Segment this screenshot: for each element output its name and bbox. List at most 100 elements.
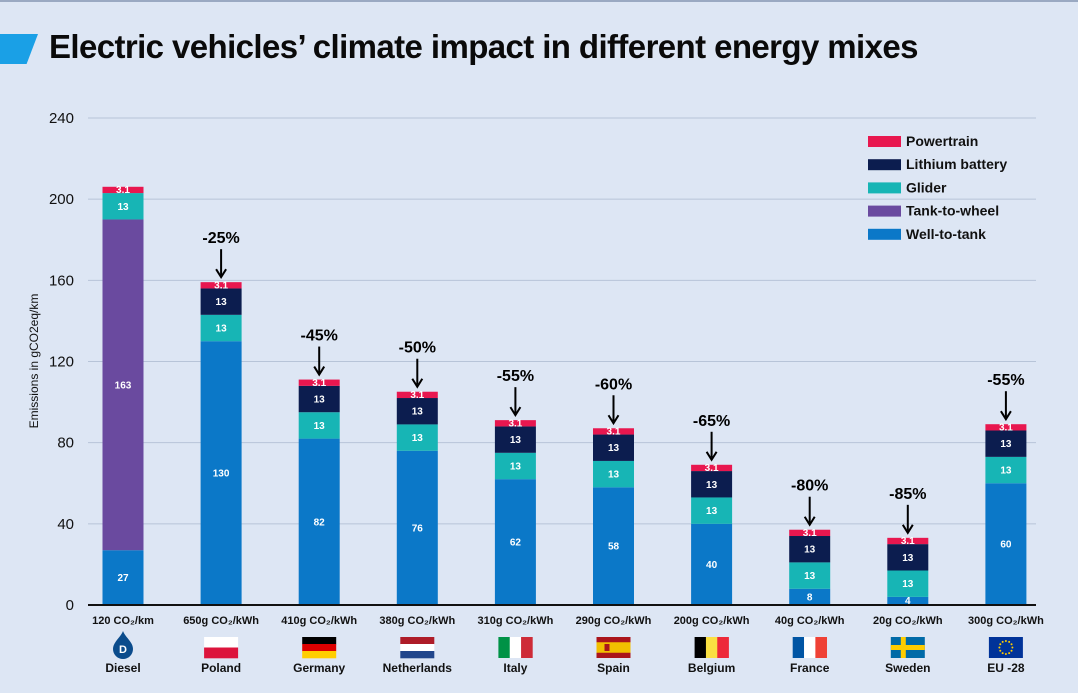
france-flag-icon — [804, 637, 816, 658]
arrowhead-icon — [607, 414, 620, 426]
country-label: Belgium — [688, 661, 735, 675]
legend-swatch — [868, 205, 901, 217]
x-tick-label: 40g CO₂/kWh — [775, 615, 845, 627]
reduction-annotation: -80% — [791, 478, 828, 495]
germany-flag-icon — [302, 651, 337, 659]
data-label: 82 — [314, 517, 326, 528]
reduction-annotation: -60% — [595, 376, 632, 393]
data-label: 3.1 — [410, 390, 424, 401]
data-label: 13 — [216, 297, 228, 308]
legend-label: Well-to-tank — [906, 226, 986, 242]
data-label: 130 — [213, 469, 230, 480]
country-label: Diesel — [105, 661, 140, 675]
arrowhead-icon — [901, 524, 914, 535]
arrowhead-icon — [313, 366, 326, 377]
italy-flag-icon — [509, 637, 522, 658]
data-label: 13 — [706, 506, 718, 517]
legend-label: Glider — [906, 179, 947, 195]
country-label: Netherlands — [383, 661, 453, 675]
netherlands-flag-icon — [400, 651, 435, 659]
reduction-annotation: -65% — [693, 413, 730, 430]
eu-star-icon — [1010, 649, 1013, 652]
poland-flag-icon — [204, 637, 239, 648]
country-label: Germany — [293, 661, 345, 675]
bar-segment-glider — [887, 570, 929, 597]
y-tick-label: 160 — [49, 272, 74, 289]
reduction-annotation: -55% — [987, 372, 1024, 389]
data-label: 13 — [412, 433, 424, 444]
reduction-annotation: -25% — [202, 230, 239, 247]
bar-segment-lithium-battery — [985, 430, 1027, 457]
netherlands-flag-icon — [400, 644, 435, 652]
data-label: 163 — [115, 380, 132, 391]
data-label: 13 — [804, 545, 816, 556]
italy-flag-icon — [498, 637, 511, 658]
eu-star-icon — [998, 646, 1001, 649]
x-tick-label: 380g CO₂/kWh — [379, 615, 455, 627]
spain-flag-icon — [604, 644, 610, 651]
data-label: 40 — [706, 560, 718, 571]
eu-star-icon — [1001, 640, 1004, 643]
spain-flag-icon — [596, 642, 631, 653]
arrowhead-icon — [705, 451, 718, 462]
bar-segment-lithium-battery — [494, 426, 536, 453]
country-label: Sweden — [885, 661, 930, 675]
sweden-flag-icon — [890, 645, 925, 650]
germany-flag-icon — [302, 637, 337, 645]
poland-flag-icon — [204, 647, 239, 659]
belgium-flag-icon — [705, 637, 718, 658]
bar-segment-lithium-battery — [593, 434, 634, 461]
data-label: 3.1 — [803, 528, 817, 539]
x-tick-label: 300g CO₂/kWh — [968, 615, 1044, 627]
arrowhead-icon — [1000, 410, 1012, 422]
arrowhead-icon — [411, 378, 424, 389]
data-label: 3.1 — [214, 280, 228, 291]
france-flag-icon — [815, 637, 827, 658]
legend-swatch — [868, 159, 901, 171]
bar-segment-well-to-tank — [593, 487, 634, 605]
eu-flag-icon — [988, 637, 1023, 658]
bar-segment-glider — [298, 412, 340, 439]
bar-segment-glider — [789, 562, 831, 589]
bar-segment-lithium-battery — [887, 544, 929, 571]
legend-swatch — [868, 228, 901, 240]
bar-segment-lithium-battery — [691, 471, 733, 498]
bar-segment-powertrain — [298, 379, 340, 386]
chart-title: Electric vehicles’ climate impact in dif… — [49, 28, 918, 65]
bar-segment-well-to-tank — [298, 438, 340, 605]
eu-star-icon — [999, 643, 1002, 646]
bar-segment-powertrain — [887, 537, 929, 545]
bar-segment-powertrain — [494, 420, 536, 427]
x-tick-label: 650g CO₂/kWh — [183, 615, 259, 627]
x-tick-label: 310g CO₂/kWh — [478, 615, 554, 627]
bar-segment-well-to-tank — [985, 483, 1027, 605]
data-label: 13 — [902, 579, 914, 590]
data-label: 3.1 — [999, 422, 1013, 433]
diesel-drop-letter: D — [119, 644, 127, 656]
y-tick-label: 240 — [49, 110, 74, 127]
netherlands-flag-icon — [400, 637, 435, 645]
belgium-flag-icon — [694, 637, 707, 658]
bar-segment-glider — [593, 460, 634, 488]
eu-star-icon — [1011, 646, 1014, 649]
data-label: 13 — [510, 435, 522, 446]
data-label: 58 — [608, 542, 620, 553]
data-label: 3.1 — [508, 418, 522, 429]
data-label: 13 — [1000, 466, 1012, 477]
data-label: 3.1 — [607, 427, 621, 438]
data-label: 76 — [412, 523, 424, 534]
bar-segment-powertrain — [102, 186, 144, 194]
y-tick-label: 200 — [49, 191, 74, 208]
data-label: 13 — [117, 202, 129, 213]
eu-star-icon — [1008, 640, 1011, 643]
bar-segment-lithium-battery — [298, 385, 340, 413]
bar-segment-well-to-tank — [494, 479, 536, 605]
data-label: 3.1 — [312, 378, 326, 389]
reduction-annotation: -50% — [399, 340, 436, 357]
data-label: 13 — [902, 553, 914, 564]
bar-segment-lithium-battery — [200, 288, 242, 315]
eu-star-icon — [999, 649, 1002, 652]
bar-segment-well-to-tank — [396, 450, 438, 605]
x-tick-label: 200g CO₂/kWh — [674, 615, 750, 627]
top-rule — [0, 0, 1078, 2]
